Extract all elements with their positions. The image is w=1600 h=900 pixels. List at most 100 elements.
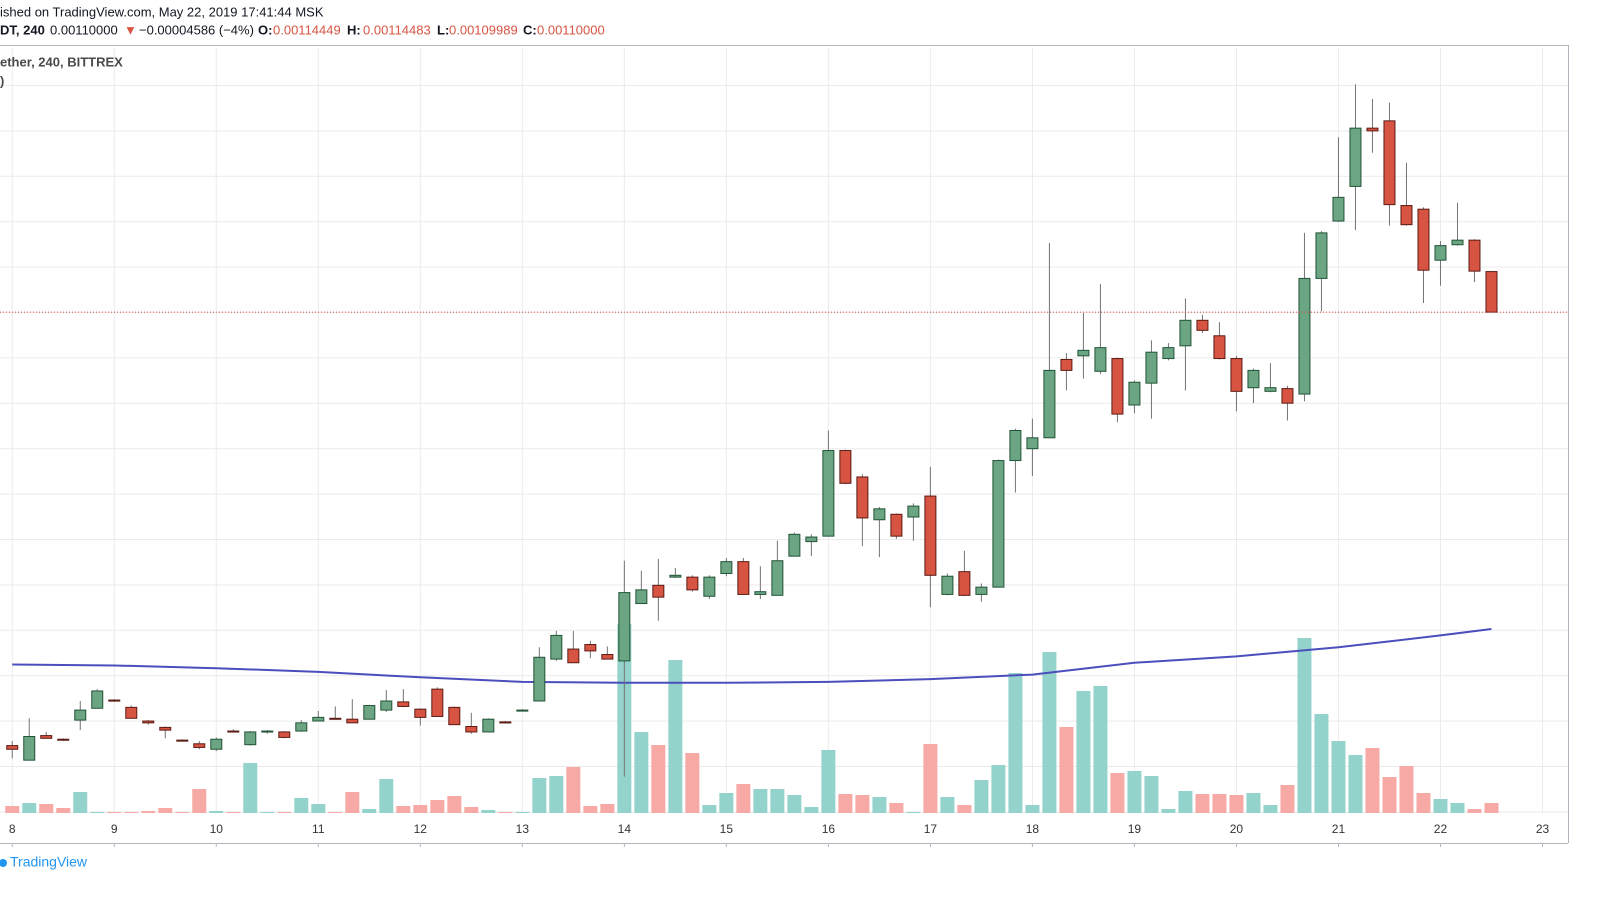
volume-bar	[906, 812, 921, 813]
volume-bar	[362, 809, 377, 813]
brand-name[interactable]: TradingView	[10, 854, 88, 870]
x-tick-label: 15	[720, 822, 734, 836]
candle-body	[839, 450, 852, 484]
volume-bar	[1008, 673, 1023, 813]
volume-bar	[821, 750, 836, 813]
candle-body	[1400, 205, 1413, 226]
plot-background	[0, 48, 1568, 813]
ohlc-value: 0.00114483	[363, 22, 431, 37]
candle-body	[601, 654, 614, 660]
candle-body	[142, 720, 155, 724]
volume-bar	[974, 780, 989, 813]
volume-bar	[889, 803, 904, 813]
volume-bar	[39, 804, 54, 813]
volume-bar	[175, 812, 190, 813]
volume-bar	[73, 792, 88, 813]
volume-bar	[872, 797, 887, 813]
candle-body	[91, 690, 104, 709]
volume-bar	[770, 789, 785, 813]
candle-body	[1077, 349, 1090, 357]
candle-body	[465, 725, 478, 733]
candle-body	[720, 561, 733, 574]
candle-body	[584, 644, 597, 652]
volume-bar	[804, 807, 819, 813]
candle-body	[550, 634, 563, 660]
candle-body	[992, 460, 1005, 588]
volume-bar	[345, 792, 360, 813]
candle-body	[1349, 127, 1362, 187]
candle-body	[958, 571, 971, 596]
candle-body	[346, 718, 359, 724]
ohlc-label: O:	[258, 22, 272, 37]
volume-bar	[1467, 809, 1482, 813]
volume-bar	[1212, 794, 1227, 813]
volume-bar	[1297, 638, 1312, 813]
brand-logo[interactable]: TradingView	[0, 854, 88, 870]
candle-body	[1230, 358, 1243, 392]
candle-body	[516, 709, 529, 712]
ma-layer	[12, 628, 1492, 684]
volume-bar	[1484, 803, 1499, 813]
candle-body	[363, 705, 376, 720]
volume-bar	[855, 795, 870, 813]
volume-bar	[413, 805, 428, 813]
volume-bar	[1127, 771, 1142, 813]
x-tick-label: 23	[1536, 822, 1550, 836]
candle-body	[6, 745, 19, 750]
volume-bar	[447, 796, 462, 813]
grid	[11, 48, 1543, 813]
candle-body	[1094, 347, 1107, 372]
volume-bar	[787, 795, 802, 813]
volume-bar	[192, 789, 207, 813]
candle-body	[1298, 277, 1311, 395]
candle-body	[890, 513, 903, 537]
candle-body	[1383, 120, 1396, 206]
volume-bar	[1229, 795, 1244, 813]
ohlc-value: 0.00110000	[537, 22, 605, 37]
volume-bar	[702, 805, 717, 813]
volume-bar	[1076, 691, 1091, 813]
x-tick-label: 21	[1332, 822, 1346, 836]
candle-body	[924, 495, 937, 576]
candle-body	[1162, 347, 1175, 360]
candle-body	[159, 726, 172, 731]
candle-body	[856, 476, 869, 519]
x-tick-label: 22	[1434, 822, 1448, 836]
volume-bar	[719, 793, 734, 813]
candle-body	[635, 589, 648, 605]
candle-body	[1145, 351, 1158, 384]
candle-body	[567, 648, 580, 664]
x-tick-label: 14	[618, 822, 632, 836]
x-tick-label: 19	[1128, 822, 1142, 836]
volume-bar	[328, 812, 343, 813]
candle-body	[652, 584, 665, 598]
candle-body	[193, 743, 206, 748]
candle-body	[380, 700, 393, 711]
candle-body	[227, 730, 240, 733]
volume-bar	[1161, 809, 1176, 813]
volume-bar	[583, 806, 598, 813]
volume-bar	[5, 806, 20, 813]
volume-bar	[515, 812, 530, 813]
volume-bar	[1263, 805, 1278, 813]
candle-body	[448, 706, 461, 726]
volume-bar	[311, 804, 326, 813]
last-price: 0.00110000	[50, 22, 118, 37]
study-subtitle: )	[0, 73, 4, 88]
candle-body	[669, 574, 682, 578]
volume-bar	[209, 811, 224, 813]
candle-body	[108, 699, 121, 702]
candle-body	[771, 560, 784, 596]
volume-bar	[498, 812, 513, 813]
candle-body	[1026, 437, 1039, 450]
volume-bar	[22, 803, 37, 813]
volume-bar	[838, 794, 853, 813]
candle-body	[1179, 319, 1192, 347]
volume-layer	[5, 624, 1499, 813]
candle-body	[533, 656, 546, 702]
candle-body	[805, 536, 818, 543]
candle-body	[499, 721, 512, 724]
volume-bar	[634, 732, 649, 813]
volume-bar	[1059, 727, 1074, 813]
